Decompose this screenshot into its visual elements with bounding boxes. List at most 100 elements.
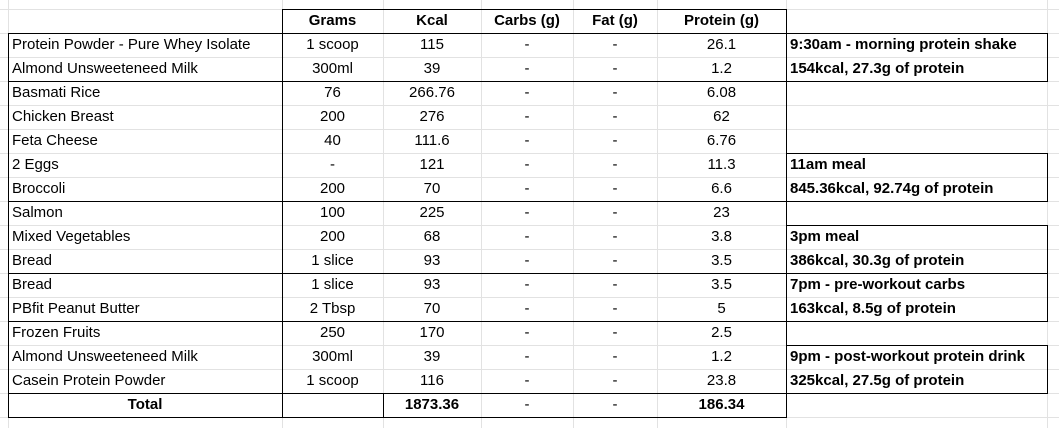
table-cell-fat[interactable]: -: [612, 180, 618, 197]
table-cell-grams[interactable]: 1 scoop: [306, 36, 359, 53]
table-cell-kcal[interactable]: 39: [423, 60, 441, 77]
meal-note[interactable]: 9pm - post-workout protein drink: [790, 348, 1025, 365]
table-cell-carbs[interactable]: -: [524, 108, 530, 125]
table-cell-grams[interactable]: 40: [324, 132, 341, 149]
table-cell-kcal[interactable]: 121: [419, 156, 445, 173]
total-label[interactable]: Total: [127, 396, 163, 413]
meal-note[interactable]: 163kcal, 8.5g of protein: [790, 300, 956, 317]
meal-note[interactable]: 386kcal, 30.3g of protein: [790, 252, 965, 269]
total-kcal[interactable]: 1873.36: [404, 396, 460, 413]
table-cell-food[interactable]: Casein Protein Powder: [12, 372, 166, 389]
table-cell-fat[interactable]: -: [612, 132, 618, 149]
table-cell-protein[interactable]: 1.2: [711, 348, 732, 365]
meal-note[interactable]: 325kcal, 27.5g of protein: [790, 372, 965, 389]
table-cell-carbs[interactable]: -: [524, 372, 530, 389]
total-grams[interactable]: [282, 393, 383, 417]
table-cell-carbs[interactable]: -: [524, 348, 530, 365]
table-cell-kcal[interactable]: 93: [423, 276, 441, 293]
table-cell-grams[interactable]: 200: [319, 108, 346, 125]
meal-note[interactable]: 845.36kcal, 92.74g of protein: [790, 180, 994, 197]
total-carbs[interactable]: -: [524, 396, 530, 413]
table-cell-protein[interactable]: 23: [713, 204, 730, 221]
table-cell-grams[interactable]: 300ml: [312, 348, 353, 365]
table-cell-carbs[interactable]: -: [524, 180, 530, 197]
table-cell-fat[interactable]: -: [612, 60, 618, 77]
table-cell-carbs[interactable]: -: [524, 132, 530, 149]
table-cell-protein[interactable]: 62: [713, 108, 730, 125]
table-cell-food[interactable]: 2 Eggs: [12, 156, 59, 173]
meal-note[interactable]: 154kcal, 27.3g of protein: [790, 60, 965, 77]
table-cell-fat[interactable]: -: [612, 276, 618, 293]
table-cell-grams[interactable]: 1 slice: [311, 276, 354, 293]
table-cell-kcal[interactable]: 70: [423, 300, 441, 317]
table-cell-food[interactable]: Bread: [12, 252, 53, 269]
table-cell-carbs[interactable]: -: [524, 276, 530, 293]
table-cell-grams[interactable]: 100: [319, 204, 346, 221]
table-cell-grams[interactable]: 200: [319, 228, 346, 245]
meal-note[interactable]: 3pm meal: [790, 228, 860, 245]
header-fat[interactable]: Fat (g): [592, 12, 638, 29]
table-cell-kcal[interactable]: 170: [419, 324, 445, 341]
table-cell-protein[interactable]: 23.8: [706, 372, 737, 389]
table-cell-protein[interactable]: 1.2: [711, 60, 732, 77]
table-cell-carbs[interactable]: -: [524, 300, 530, 317]
table-cell-grams[interactable]: 2 Tbsp: [309, 300, 356, 317]
table-cell-fat[interactable]: -: [612, 36, 618, 53]
header-grams[interactable]: Grams: [308, 12, 357, 29]
table-cell-carbs[interactable]: -: [524, 60, 530, 77]
table-cell-kcal[interactable]: 93: [423, 252, 441, 269]
table-cell-fat[interactable]: -: [612, 156, 618, 173]
table-cell-food[interactable]: Mixed Vegetables: [12, 228, 131, 245]
table-cell-food[interactable]: Protein Powder - Pure Whey Isolate: [12, 36, 251, 53]
table-cell-protein[interactable]: 6.76: [706, 132, 737, 149]
meal-note[interactable]: 7pm - pre-workout carbs: [790, 276, 966, 293]
total-protein[interactable]: 186.34: [698, 396, 745, 413]
table-cell-kcal[interactable]: 276: [419, 108, 445, 125]
table-cell-kcal[interactable]: 266.76: [409, 84, 455, 101]
table-cell-grams[interactable]: 1 slice: [311, 252, 354, 269]
table-cell-food[interactable]: Frozen Fruits: [12, 324, 101, 341]
header-kcal[interactable]: Kcal: [416, 12, 448, 29]
table-cell-kcal[interactable]: 116: [420, 372, 444, 389]
table-cell-carbs[interactable]: -: [524, 84, 530, 101]
table-cell-protein[interactable]: 3.8: [711, 228, 732, 245]
table-cell-fat[interactable]: -: [612, 348, 618, 365]
table-cell-fat[interactable]: -: [612, 108, 618, 125]
table-cell-kcal[interactable]: 68: [423, 228, 441, 245]
table-cell-food[interactable]: Almond Unsweeteneed Milk: [12, 60, 198, 77]
table-cell-protein[interactable]: 6.6: [711, 180, 732, 197]
table-cell-protein[interactable]: 3.5: [711, 276, 732, 293]
table-cell-kcal[interactable]: 111.6: [414, 132, 450, 149]
table-cell-food[interactable]: Chicken Breast: [12, 108, 114, 125]
table-cell-protein[interactable]: 2.5: [711, 324, 732, 341]
table-cell-fat[interactable]: -: [612, 84, 618, 101]
header-carbs[interactable]: Carbs (g): [494, 12, 560, 29]
table-cell-carbs[interactable]: -: [524, 228, 530, 245]
table-cell-kcal[interactable]: 115: [420, 36, 444, 53]
table-cell-kcal[interactable]: 70: [423, 180, 441, 197]
total-fat[interactable]: -: [612, 396, 618, 413]
table-cell-fat[interactable]: -: [612, 252, 618, 269]
table-cell-fat[interactable]: -: [612, 372, 618, 389]
meal-note[interactable]: 11am meal: [790, 156, 866, 173]
header-protein[interactable]: Protein (g): [684, 12, 759, 29]
table-cell-grams[interactable]: 76: [324, 84, 341, 101]
table-cell-carbs[interactable]: -: [524, 324, 530, 341]
table-cell-fat[interactable]: -: [612, 300, 618, 317]
table-cell-food[interactable]: PBfit Peanut Butter: [12, 300, 140, 317]
table-cell-grams[interactable]: 1 scoop: [306, 372, 359, 389]
table-cell-food[interactable]: Feta Cheese: [12, 132, 98, 149]
table-cell-fat[interactable]: -: [612, 204, 618, 221]
table-cell-grams[interactable]: 250: [319, 324, 346, 341]
table-cell-protein[interactable]: 26.1: [706, 36, 737, 53]
table-cell-protein[interactable]: 5: [717, 300, 726, 317]
meal-note[interactable]: 9:30am - morning protein shake: [790, 36, 1017, 53]
table-cell-protein[interactable]: 6.08: [706, 84, 737, 101]
table-cell-carbs[interactable]: -: [524, 252, 530, 269]
table-cell-grams[interactable]: 200: [319, 180, 346, 197]
table-cell-carbs[interactable]: -: [524, 156, 530, 173]
table-cell-fat[interactable]: -: [612, 324, 618, 341]
table-cell-grams[interactable]: 300ml: [312, 60, 353, 77]
table-cell-food[interactable]: Broccoli: [12, 180, 66, 197]
table-cell-protein[interactable]: 3.5: [711, 252, 732, 269]
